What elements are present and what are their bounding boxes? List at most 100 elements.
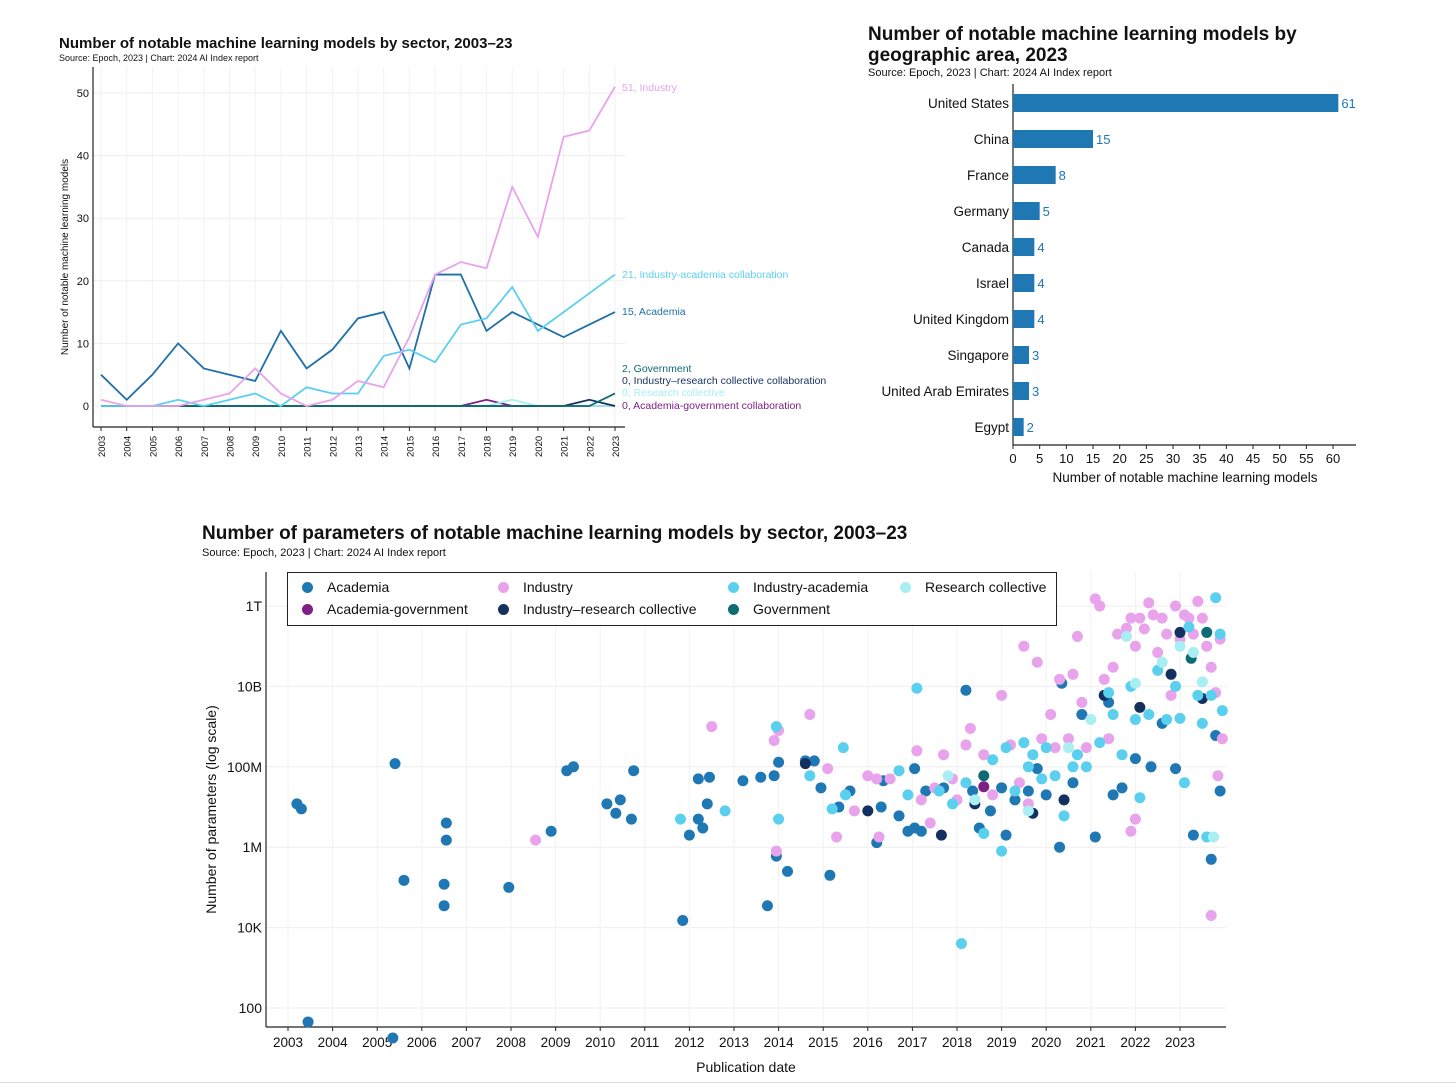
data-label: 3 [1032,384,1039,399]
data-point [1174,712,1186,724]
data-point [1000,742,1012,754]
data-point [1000,829,1012,841]
data-point [1009,794,1021,806]
data-point [911,745,923,757]
data-point [1178,777,1190,789]
data-point [848,805,860,817]
data-point [1049,770,1061,782]
data-point [1125,825,1137,837]
category-label: Germany [953,204,1009,219]
data-point [1214,785,1226,797]
x-tick-label: 2010 [277,436,288,457]
bar [1013,202,1040,220]
chart-title: Number of notable machine learning model… [868,24,1297,66]
data-point [1103,733,1115,745]
data-point [1022,805,1034,817]
data-point [978,781,990,793]
data-point [915,794,927,806]
data-point [996,689,1008,701]
data-point [1080,761,1092,773]
category-label: France [967,168,1009,183]
x-tick-label: 2011 [630,1035,659,1050]
data-point [1067,777,1079,789]
y-tick-label: 100 [239,1000,263,1016]
data-point [440,817,452,829]
chart-title: Number of notable machine learning model… [59,35,513,52]
data-point [862,805,874,817]
data-point [1216,705,1228,717]
data-point [1196,612,1208,624]
data-point [1089,831,1101,843]
legend-label: Industry-academia [753,579,869,595]
y-tick-label: 10 [77,338,89,350]
x-tick-label: 2005 [362,1035,392,1050]
x-axis-label: Number of notable machine learning model… [1053,470,1318,485]
y-tick-label: 100M [227,759,262,775]
data-point [719,805,731,817]
data-point [1165,668,1177,680]
data-point [692,813,704,825]
data-point [1018,737,1030,749]
data-point [1022,761,1034,773]
data-point [969,794,981,806]
data-point [1161,714,1173,726]
x-tick-label: 2023 [611,436,622,457]
data-point [978,827,990,839]
data-point [683,829,695,841]
data-point [1063,742,1074,754]
x-tick-label: 2022 [1120,1035,1150,1050]
data-point [610,807,622,819]
data-point [1183,621,1195,633]
chart-title: Number of parameters of notable machine … [202,523,908,544]
series-line [101,392,616,407]
data-point [1187,646,1199,658]
bar [1013,274,1035,292]
data-point [984,805,996,817]
data-point [1174,640,1186,652]
data-point [911,682,923,694]
data-point [960,739,972,751]
data-point [1201,640,1213,652]
data-point [1170,680,1182,692]
data-point [1125,612,1137,624]
data-point [1071,749,1083,761]
category-label: United Arab Emirates [881,384,1009,399]
y-tick-label: 50 [77,88,89,100]
category-label: Egypt [974,420,1009,435]
data-point [837,742,849,754]
bar [1013,346,1029,364]
legend-marker [498,582,509,593]
legend-marker [302,582,313,593]
x-tick-label: 2017 [897,1035,927,1050]
data-point [1112,628,1124,640]
data-point [804,708,816,720]
legend-marker [498,604,509,615]
data-point [947,798,959,810]
data-point [770,845,782,857]
data-point [438,878,450,890]
x-tick-label: 2016 [853,1035,883,1050]
x-tick-label: 5 [1036,451,1043,466]
category-label: United States [928,96,1009,111]
data-point [955,938,967,950]
data-point [1058,810,1070,822]
data-point [1207,831,1219,843]
data-point [1205,853,1217,865]
legend-item: Industry-academia [728,579,868,595]
scatter-legend: Academia Industry Industry-academia Researc… [287,572,1057,626]
data-point [625,813,637,825]
data-point [706,721,718,733]
legend-item: Industry–research collective [498,601,697,617]
x-tick-label: 0 [1009,451,1016,466]
x-tick-label: 2018 [483,436,494,457]
data-point [1107,789,1119,801]
data-point [909,763,921,775]
x-tick-label: 2014 [764,1035,795,1050]
data-point [768,735,780,747]
divider [0,1082,1456,1083]
data-label: 4 [1037,276,1044,291]
x-tick-label: 2017 [457,436,468,457]
x-tick-label: 2019 [508,436,519,457]
data-point [628,765,640,777]
data-point [1129,753,1141,765]
